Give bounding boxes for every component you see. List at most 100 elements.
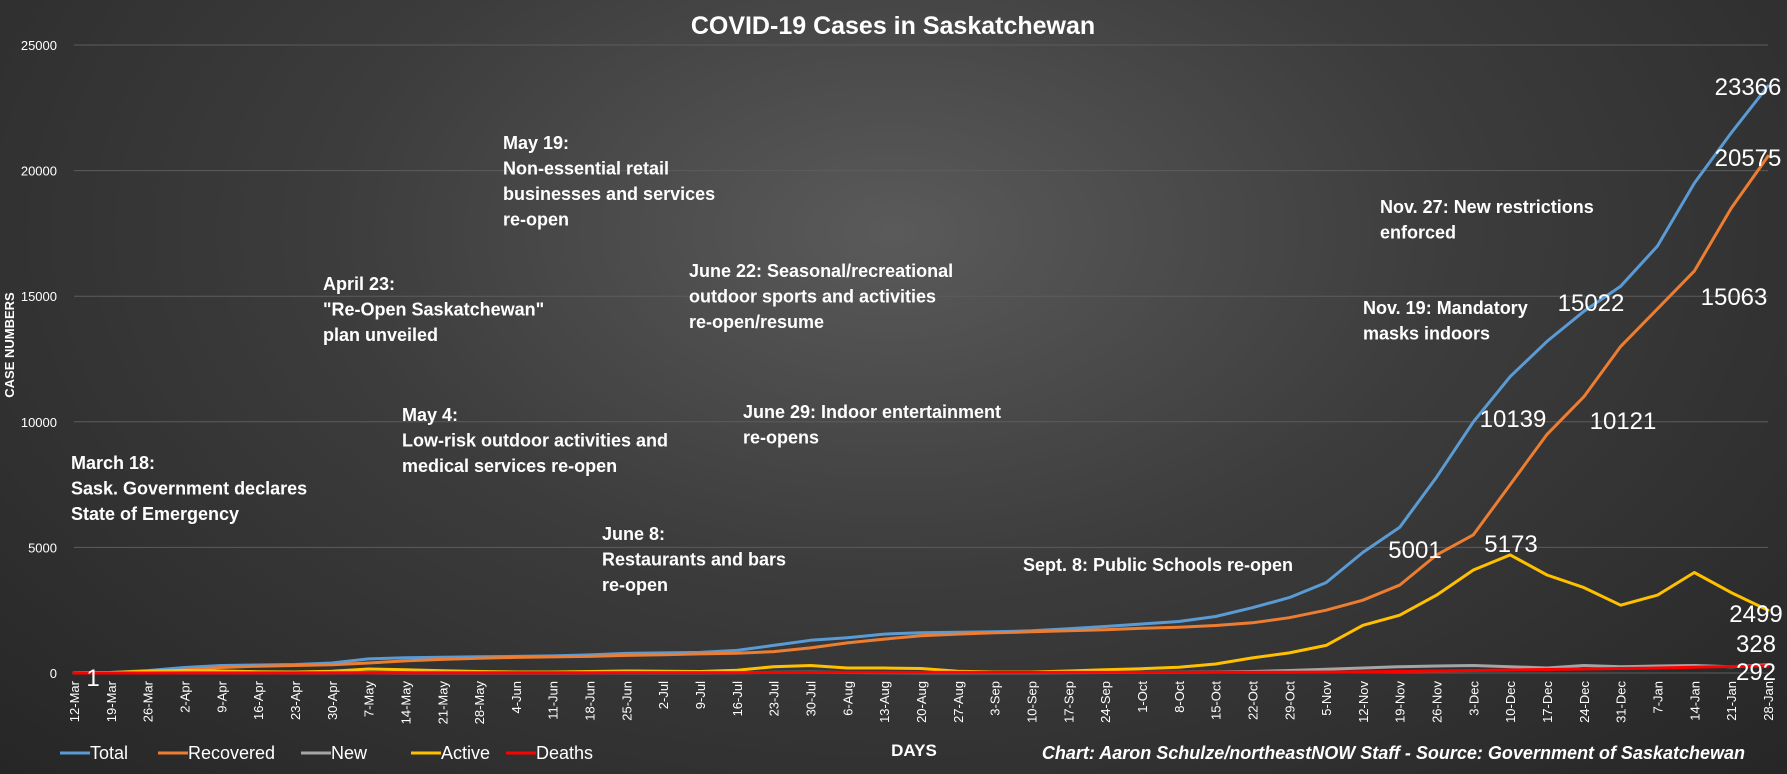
x-tick-2-apr: 2-Apr	[177, 680, 192, 712]
data-label-total-15022: 15022	[1558, 290, 1625, 317]
x-tick-29-oct: 29-Oct	[1282, 681, 1297, 720]
x-tick-1-oct: 1-Oct	[1135, 681, 1150, 713]
legend-label-new: New	[331, 743, 368, 763]
legend: Total Recovered New Active Deaths	[60, 743, 593, 763]
x-tick-21-may: 21-May	[435, 681, 450, 725]
data-labels: 23366 20575 15022 15063 10139 10121 5001 5173 24…	[86, 74, 1782, 692]
x-tick-16-jul: 16-Jul	[730, 681, 745, 717]
y-axis-label: CASE NUMBERS	[2, 292, 17, 398]
legend-label-active: Active	[441, 743, 490, 763]
x-tick-19-nov: 19-Nov	[1393, 681, 1408, 723]
y-tick-15000: 15000	[21, 289, 57, 304]
y-axis-ticks: 0 5000 10000 15000 20000 25000	[21, 38, 57, 681]
x-tick-7-may: 7-May	[362, 681, 377, 718]
x-tick-30-jul: 30-Jul	[804, 681, 819, 717]
x-tick-3-dec: 3-Dec	[1466, 681, 1481, 716]
x-tick-15-oct: 15-Oct	[1209, 681, 1224, 720]
series-lines	[72, 84, 1770, 675]
legend-label-recovered: Recovered	[188, 743, 275, 763]
legend-item-recovered: Recovered	[158, 743, 275, 763]
annotation-6: June 22: Seasonal/recreational outdoor sp…	[689, 261, 953, 332]
x-axis-ticks: 12-Mar 19-Mar 26-Mar 2-Apr 9-Apr 16-Apr 23-Apr…	[67, 680, 1776, 724]
x-tick-14-may: 14-May	[398, 681, 413, 725]
series-line-recovered	[72, 154, 1770, 675]
x-tick-3-sep: 3-Sep	[988, 681, 1003, 716]
data-label-active-5173: 5173	[1484, 531, 1537, 558]
x-tick-24-dec: 24-Dec	[1577, 681, 1592, 723]
x-tick-4-jun: 4-Jun	[509, 681, 524, 714]
x-tick-10-sep: 10-Sep	[1024, 681, 1039, 723]
annotation-5: June 8: Restaurants and bars re-open	[602, 524, 786, 595]
annotation-2: April 23: "Re-Open Saskatchewan" plan unve…	[323, 274, 544, 345]
x-tick-10-dec: 10-Dec	[1503, 681, 1518, 723]
x-tick-23-apr: 23-Apr	[288, 680, 303, 720]
x-tick-16-apr: 16-Apr	[251, 680, 266, 720]
data-label-recovered-20575: 20575	[1715, 145, 1782, 172]
data-label-total-1: 1	[86, 665, 99, 692]
x-tick-26-nov: 26-Nov	[1430, 681, 1445, 723]
data-label-deaths-292: 292	[1736, 659, 1776, 686]
data-label-total-10139: 10139	[1480, 406, 1547, 433]
x-axis-label: DAYS	[891, 741, 937, 760]
legend-item-new: New	[301, 743, 368, 763]
annotation-1: March 18: Sask. Government declares State …	[71, 453, 307, 524]
x-tick-12-nov: 12-Nov	[1356, 681, 1371, 723]
x-tick-5-nov: 5-Nov	[1319, 681, 1334, 716]
legend-item-active: Active	[411, 743, 490, 763]
series-line-total	[72, 84, 1770, 675]
data-label-total-23366: 23366	[1715, 74, 1782, 101]
y-tick-20000: 20000	[21, 164, 57, 179]
x-tick-6-aug: 6-Aug	[840, 681, 855, 716]
series-line-deaths	[72, 664, 1770, 675]
x-tick-24-sep: 24-Sep	[1098, 681, 1113, 723]
x-tick-17-sep: 17-Sep	[1061, 681, 1076, 723]
x-tick-11-jun: 11-Jun	[546, 681, 561, 720]
x-tick-28-may: 28-May	[472, 681, 487, 725]
annotation-10: Nov. 27: New restrictions enforced	[1380, 197, 1594, 243]
annotation-8: Sept. 8: Public Schools re-open	[1023, 555, 1293, 575]
annotation-9: Nov. 19: Mandatory masks indoors	[1363, 298, 1528, 344]
y-tick-0: 0	[50, 666, 57, 681]
x-tick-22-oct: 22-Oct	[1245, 681, 1260, 720]
x-tick-20-aug: 20-Aug	[914, 681, 929, 723]
data-label-recovered-5001: 5001	[1388, 537, 1441, 564]
legend-item-total: Total	[60, 743, 128, 763]
x-tick-23-jul: 23-Jul	[767, 681, 782, 717]
x-tick-21-jan: 21-Jan	[1724, 681, 1739, 721]
x-tick-30-apr: 30-Apr	[325, 680, 340, 720]
legend-label-deaths: Deaths	[536, 743, 593, 763]
y-tick-5000: 5000	[28, 540, 57, 555]
y-tick-10000: 10000	[21, 415, 57, 430]
annotation-3: May 4: Low-risk outdoor activities and med…	[402, 405, 668, 476]
data-label-recovered-15063: 15063	[1701, 284, 1768, 311]
x-tick-25-jun: 25-Jun	[619, 681, 634, 721]
annotation-4: May 19: Non-essential retail businesses an…	[503, 133, 715, 230]
y-tick-25000: 25000	[21, 38, 57, 53]
legend-label-total: Total	[90, 743, 128, 763]
data-label-recovered-10121: 10121	[1590, 408, 1657, 435]
x-tick-13-aug: 13-Aug	[877, 681, 892, 723]
chart-title: COVID-19 Cases in Saskatchewan	[691, 12, 1095, 40]
x-tick-14-jan: 14-Jan	[1687, 681, 1702, 721]
x-tick-9-apr: 9-Apr	[214, 680, 229, 712]
series-line-active	[72, 553, 1770, 675]
chart-credit: Chart: Aaron Schulze/northeastNOW Staff …	[1042, 743, 1745, 763]
x-tick-28-jan: 28-Jan	[1761, 681, 1776, 721]
x-tick-12-mar: 12-Mar	[67, 680, 82, 722]
x-tick-7-jan: 7-Jan	[1651, 681, 1666, 714]
legend-item-deaths: Deaths	[506, 743, 593, 763]
x-tick-9-jul: 9-Jul	[693, 681, 708, 709]
gridlines	[74, 44, 1768, 674]
x-tick-27-aug: 27-Aug	[951, 681, 966, 723]
x-tick-18-jun: 18-Jun	[583, 681, 598, 721]
event-annotations: March 18: Sask. Government declares State …	[71, 133, 1594, 595]
x-tick-8-oct: 8-Oct	[1172, 681, 1187, 713]
x-tick-19-mar: 19-Mar	[104, 680, 119, 722]
annotation-7: June 29: Indoor entertainment re-opens	[743, 402, 1001, 448]
x-tick-31-dec: 31-Dec	[1614, 681, 1629, 723]
data-label-active-2499: 2499	[1729, 601, 1782, 628]
data-label-new-328: 328	[1736, 631, 1776, 658]
x-tick-17-dec: 17-Dec	[1540, 681, 1555, 723]
